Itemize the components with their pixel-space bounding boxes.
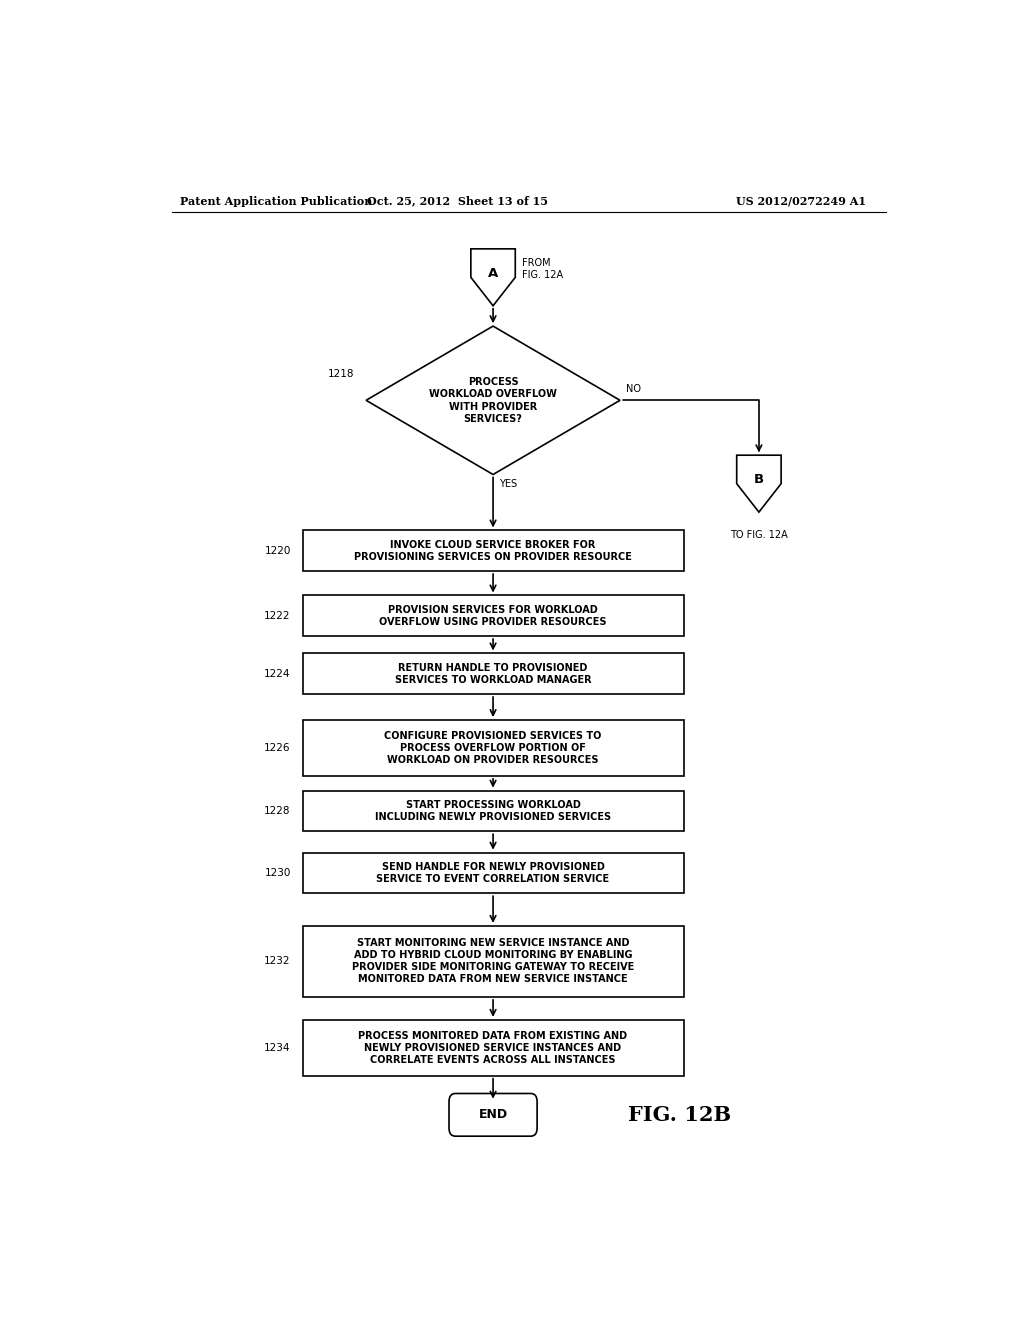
Text: START MONITORING NEW SERVICE INSTANCE AND
ADD TO HYBRID CLOUD MONITORING BY ENAB: START MONITORING NEW SERVICE INSTANCE AN…: [352, 939, 634, 985]
FancyBboxPatch shape: [449, 1093, 538, 1137]
Text: START PROCESSING WORKLOAD
INCLUDING NEWLY PROVISIONED SERVICES: START PROCESSING WORKLOAD INCLUDING NEWL…: [375, 800, 611, 822]
Text: PROCESS MONITORED DATA FROM EXISTING AND
NEWLY PROVISIONED SERVICE INSTANCES AND: PROCESS MONITORED DATA FROM EXISTING AND…: [358, 1031, 628, 1065]
FancyBboxPatch shape: [303, 653, 684, 694]
Text: 1220: 1220: [264, 545, 291, 556]
Text: 1232: 1232: [264, 957, 291, 966]
Text: RETURN HANDLE TO PROVISIONED
SERVICES TO WORKLOAD MANAGER: RETURN HANDLE TO PROVISIONED SERVICES TO…: [394, 663, 592, 685]
Text: PROCESS
WORKLOAD OVERFLOW
WITH PROVIDER
SERVICES?: PROCESS WORKLOAD OVERFLOW WITH PROVIDER …: [429, 376, 557, 424]
Text: US 2012/0272249 A1: US 2012/0272249 A1: [736, 195, 866, 207]
Text: 1228: 1228: [264, 807, 291, 816]
Text: CONFIGURE PROVISIONED SERVICES TO
PROCESS OVERFLOW PORTION OF
WORKLOAD ON PROVID: CONFIGURE PROVISIONED SERVICES TO PROCES…: [384, 731, 602, 764]
Text: FIG. 12B: FIG. 12B: [628, 1105, 731, 1125]
Text: NO: NO: [627, 384, 641, 395]
FancyBboxPatch shape: [303, 719, 684, 776]
Text: A: A: [487, 267, 499, 280]
FancyBboxPatch shape: [303, 853, 684, 894]
Text: 1224: 1224: [264, 669, 291, 678]
Text: 1222: 1222: [264, 611, 291, 620]
Text: TO FIG. 12A: TO FIG. 12A: [730, 531, 787, 540]
Text: 1226: 1226: [264, 743, 291, 752]
Text: 1218: 1218: [328, 370, 354, 379]
Text: SEND HANDLE FOR NEWLY PROVISIONED
SERVICE TO EVENT CORRELATION SERVICE: SEND HANDLE FOR NEWLY PROVISIONED SERVIC…: [377, 862, 609, 884]
Text: PROVISION SERVICES FOR WORKLOAD
OVERFLOW USING PROVIDER RESOURCES: PROVISION SERVICES FOR WORKLOAD OVERFLOW…: [379, 605, 607, 627]
FancyBboxPatch shape: [303, 925, 684, 997]
Text: Oct. 25, 2012  Sheet 13 of 15: Oct. 25, 2012 Sheet 13 of 15: [367, 195, 548, 207]
Text: Patent Application Publication: Patent Application Publication: [179, 195, 372, 207]
FancyBboxPatch shape: [303, 1020, 684, 1076]
FancyBboxPatch shape: [303, 531, 684, 572]
Text: FROM
FIG. 12A: FROM FIG. 12A: [521, 257, 563, 280]
Text: B: B: [754, 473, 764, 486]
Text: INVOKE CLOUD SERVICE BROKER FOR
PROVISIONING SERVICES ON PROVIDER RESOURCE: INVOKE CLOUD SERVICE BROKER FOR PROVISIO…: [354, 540, 632, 562]
Text: YES: YES: [500, 479, 517, 488]
Text: 1234: 1234: [264, 1043, 291, 1053]
Text: END: END: [478, 1109, 508, 1121]
Text: 1230: 1230: [264, 869, 291, 878]
FancyBboxPatch shape: [303, 595, 684, 636]
FancyBboxPatch shape: [303, 791, 684, 832]
